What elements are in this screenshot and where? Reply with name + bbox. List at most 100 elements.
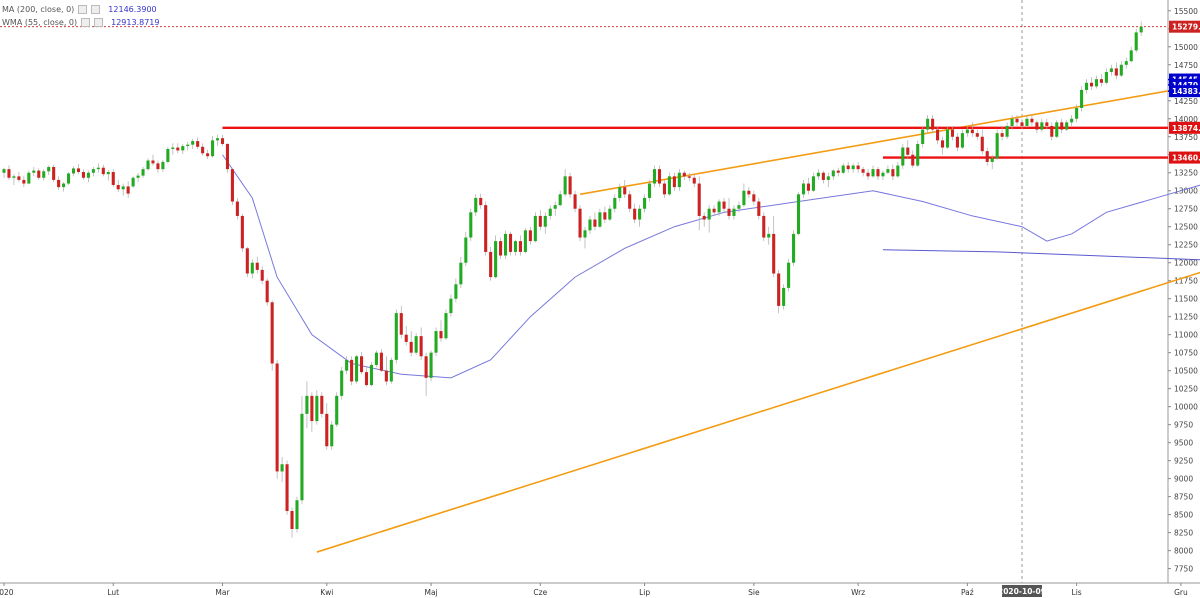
candle-body	[439, 331, 443, 339]
legend-wma-settings-icon[interactable]	[81, 18, 91, 27]
x-tick-label: Lip	[639, 588, 650, 597]
candle-body	[32, 170, 36, 173]
candle-body	[330, 424, 334, 447]
candle-body	[494, 241, 498, 278]
candle-body	[255, 262, 259, 270]
indicator-legend: MA (200, close, 0) 12146.3900 WMA (55, c…	[2, 3, 159, 29]
candle-body	[1015, 118, 1019, 123]
candle-body	[355, 356, 359, 382]
candle-body	[414, 336, 418, 353]
candle-body	[111, 172, 115, 185]
candle-body	[315, 395, 319, 422]
candle-body	[950, 129, 955, 137]
candle-body	[280, 464, 284, 472]
candle-body	[747, 190, 751, 195]
y-tick-label: 13000	[1174, 187, 1198, 196]
candles-group	[2, 21, 1143, 538]
candle-body	[608, 208, 612, 220]
candle-body	[429, 352, 433, 378]
wma55-line	[222, 154, 1200, 379]
price-tag-2-box	[1169, 85, 1200, 98]
candle-body	[7, 169, 11, 178]
candle-body	[538, 215, 542, 227]
candle-body	[86, 172, 90, 178]
candle-body	[523, 230, 527, 252]
candle-body	[1055, 122, 1059, 137]
candle-body	[638, 208, 642, 220]
candle-body	[17, 176, 21, 180]
price-tag-2-label: 14383.4	[1172, 87, 1200, 96]
candle-body	[1000, 133, 1004, 137]
candle-body	[583, 230, 587, 238]
candle-body	[965, 129, 969, 134]
candle-body	[707, 208, 711, 220]
candle-body	[1005, 125, 1009, 137]
price-tag-4-box	[1169, 151, 1200, 164]
candle-body	[384, 370, 388, 382]
candle-body	[657, 169, 662, 184]
candle-body	[528, 230, 532, 242]
candle-body	[682, 172, 686, 177]
candle-body	[851, 165, 855, 170]
legend-ma-settings-icon[interactable]	[78, 5, 88, 14]
candle-body	[886, 169, 890, 173]
x-tick-label: Cze	[533, 588, 547, 597]
candle-body	[250, 262, 254, 274]
candle-body	[603, 212, 607, 220]
candle-body	[975, 133, 979, 137]
candle-body	[240, 215, 244, 249]
candle-body	[672, 176, 676, 188]
candle-body	[633, 208, 637, 220]
candle-body	[211, 140, 215, 157]
candle-body	[687, 176, 691, 178]
candle-body	[265, 280, 269, 303]
candle-body	[245, 248, 249, 274]
legend-ma-close-icon[interactable]	[91, 5, 101, 14]
candle-body	[295, 500, 299, 530]
candle-body	[369, 364, 374, 386]
candle-body	[891, 169, 895, 177]
y-tick-label: 15500	[1174, 7, 1198, 16]
candle-body	[47, 166, 51, 172]
candle-body	[628, 194, 632, 209]
candle-body	[762, 215, 766, 238]
y-tick-label: 13750	[1174, 133, 1198, 142]
candle-body	[1045, 122, 1049, 126]
candle-body	[712, 208, 716, 213]
candle-body	[350, 359, 354, 382]
candle-body	[419, 336, 423, 357]
candle-body	[52, 166, 56, 180]
candle-body	[881, 172, 885, 177]
candle-body	[792, 233, 796, 263]
y-tick-label: 12750	[1174, 205, 1198, 214]
y-tick-label: 7750	[1174, 565, 1193, 574]
candle-body	[613, 197, 617, 209]
candle-body	[533, 215, 537, 242]
candle-body	[186, 144, 190, 147]
candle-body	[1025, 118, 1029, 126]
candle-body	[285, 464, 289, 512]
candle-body	[598, 212, 602, 227]
candle-body	[1109, 68, 1113, 72]
candle-body	[260, 269, 264, 281]
x-tick-label: Gru	[1174, 588, 1188, 597]
candle-body	[116, 184, 120, 190]
y-tick-label: 11750	[1174, 277, 1198, 286]
candle-body	[911, 154, 915, 166]
candle-body	[1139, 26, 1143, 33]
candle-body	[692, 177, 696, 184]
x-tick-label: Maj	[424, 588, 437, 597]
candle-body	[702, 215, 706, 220]
candle-body	[320, 395, 324, 414]
price-tag-3-box	[1169, 121, 1200, 134]
candle-body	[543, 215, 547, 227]
candle-body	[374, 352, 378, 365]
candle-body	[1114, 68, 1118, 76]
x-tick-label: Sie	[748, 588, 760, 597]
candle-body	[106, 172, 110, 175]
y-tick-label: 8000	[1174, 547, 1193, 556]
legend-wma-close-icon[interactable]	[94, 18, 104, 27]
candle-body	[206, 153, 210, 157]
